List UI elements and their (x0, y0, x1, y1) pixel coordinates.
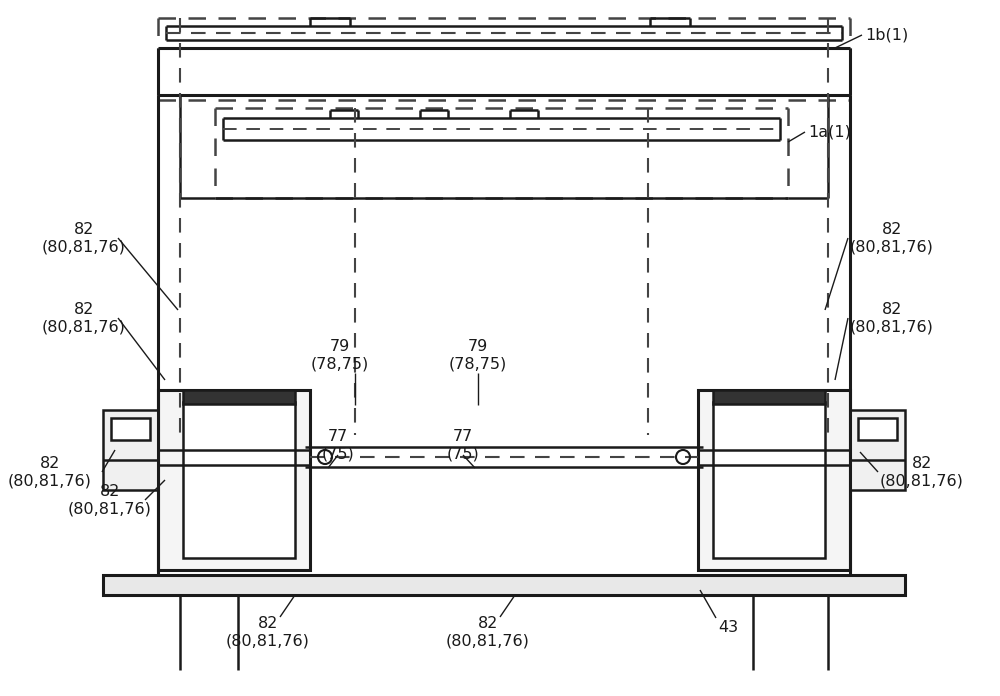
Text: 82
(80,81,76): 82 (80,81,76) (42, 302, 126, 334)
Bar (858, 418, 897, 440)
Text: 82
(80,81,76): 82 (80,81,76) (42, 222, 126, 254)
Text: 82
(80,81,76): 82 (80,81,76) (880, 456, 964, 488)
Bar (713, 390, 825, 404)
Text: 82
(80,81,76): 82 (80,81,76) (8, 456, 92, 488)
Text: 82
(80,81,76): 82 (80,81,76) (850, 302, 934, 334)
Text: 1b(1): 1b(1) (865, 28, 908, 42)
Bar (698, 390, 850, 570)
Bar (111, 418, 150, 440)
Text: 43: 43 (718, 621, 738, 635)
Bar (103, 410, 158, 490)
Text: 82
(80,81,76): 82 (80,81,76) (446, 616, 530, 648)
Text: 82
(80,81,76): 82 (80,81,76) (226, 616, 310, 648)
Text: 79
(78,75): 79 (78,75) (449, 339, 507, 371)
Bar (158, 390, 310, 570)
Bar (103, 575, 905, 595)
Bar (850, 410, 905, 490)
Text: 82
(80,81,76): 82 (80,81,76) (68, 484, 152, 516)
Bar (183, 402, 295, 558)
Text: 77
(75): 77 (75) (447, 429, 479, 461)
Bar (713, 402, 825, 558)
Text: 82
(80,81,76): 82 (80,81,76) (850, 222, 934, 254)
Bar (183, 390, 295, 404)
Text: 1a(1): 1a(1) (808, 125, 851, 139)
Text: 79
(78,75): 79 (78,75) (311, 339, 369, 371)
Text: 77
(75): 77 (75) (322, 429, 354, 461)
